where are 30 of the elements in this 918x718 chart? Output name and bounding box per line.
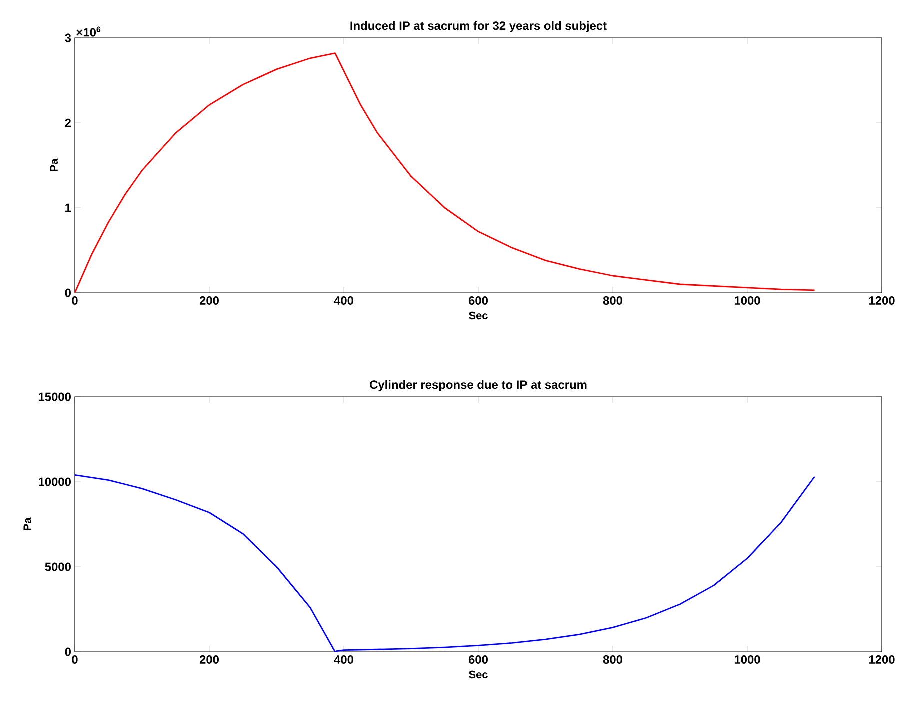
x-tick-label: 400 [334,656,354,664]
chart-title: Cylinder response due to IP at sacrum [370,380,587,392]
x-axis-title: Sec [469,312,488,320]
line-series [75,474,816,652]
x-tick-label: 800 [603,296,622,305]
y-axis-title: Pa [50,158,58,172]
y-tick-label: 15000 [38,392,71,402]
x-tick-label: 1000 [734,656,760,664]
y-tick-label: 0 [65,648,71,656]
y-tick-label: 0 [65,288,71,298]
x-tick-label: 200 [200,656,219,664]
x-tick-label: 0 [72,656,78,664]
x-tick-label: 0 [72,296,78,305]
y-tick-label: 3 [65,34,72,42]
x-tick-label: 200 [200,296,219,305]
x-tick-label: 600 [468,656,488,664]
y-tick-label: 1 [66,204,72,212]
x-tick-label: 400 [334,296,354,305]
chart-title: Induced IP at sacrum for 32 years old subject [350,21,607,32]
x-tick-label: 600 [468,296,488,305]
x-axis-title: Sec [469,670,488,679]
x-tick-label: 1200 [869,296,895,305]
y-axis-title: Pa [24,518,32,530]
y-tick-label: 5000 [45,562,71,572]
text: ×10$^{6}$ [76,26,101,37]
x-tick-label: 800 [603,656,622,664]
y-tick-label: 2 [65,118,72,128]
y-tick-label: 10000 [38,478,71,486]
x-tick-label: 1200 [869,656,895,664]
x-tick-label: 1000 [734,296,760,305]
